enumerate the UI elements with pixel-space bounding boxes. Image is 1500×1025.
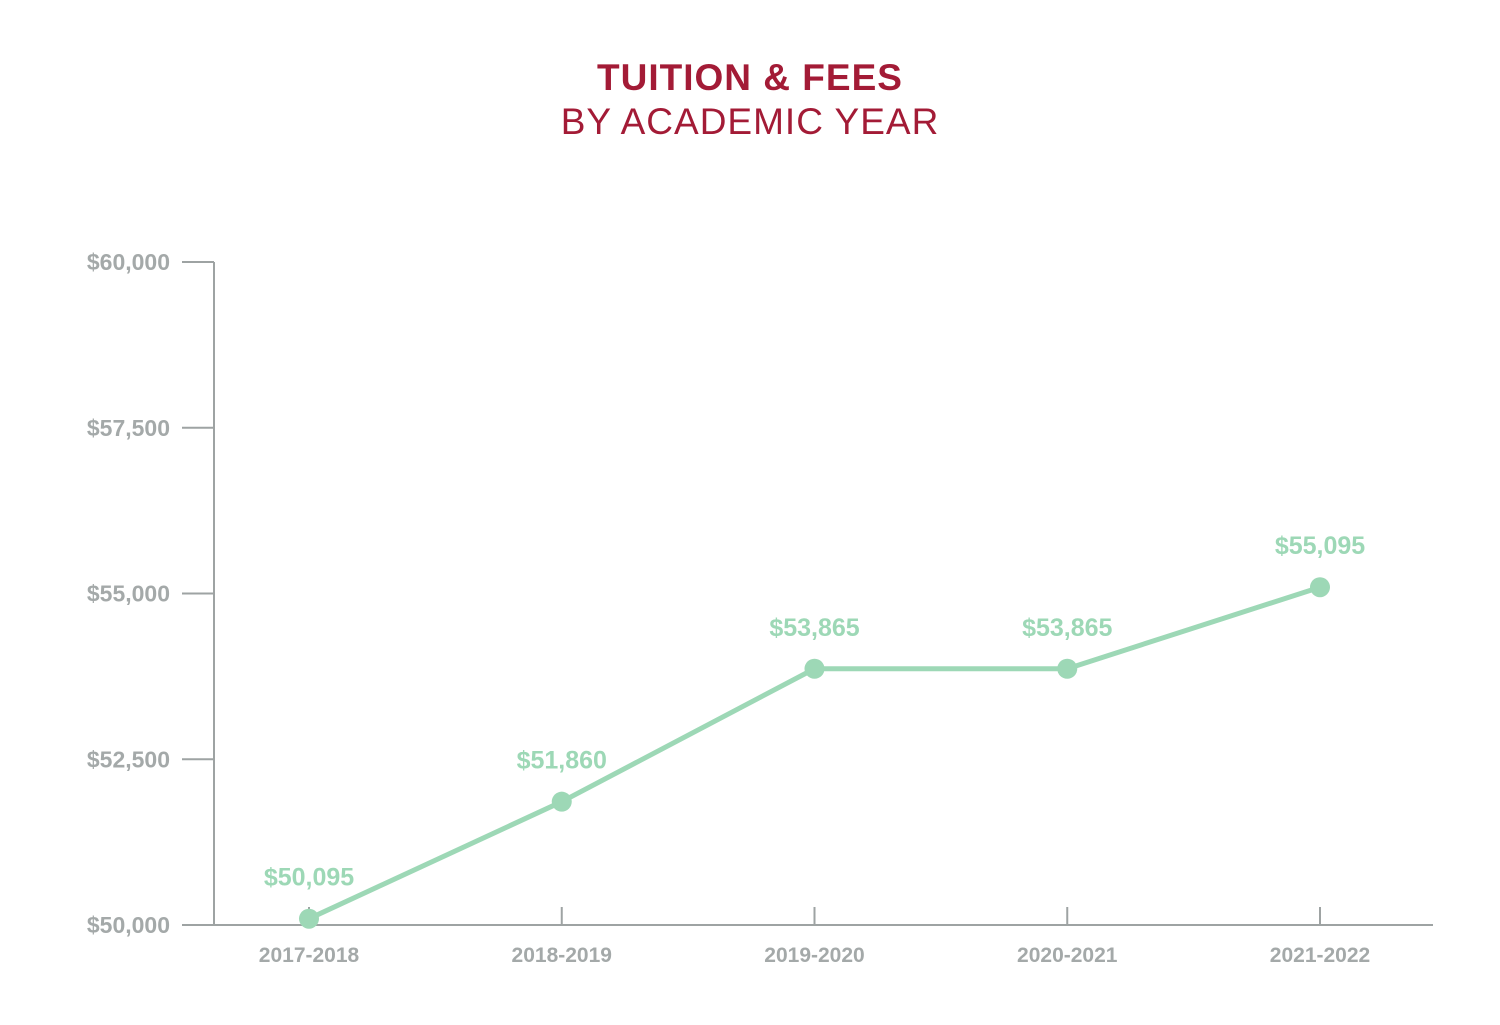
- chart-title: TUITION & FEES: [597, 57, 903, 98]
- x-tick-label: 2020-2021: [1017, 944, 1118, 967]
- y-axis-ticks: $50,000 $52,500 $55,000 $57,500 $60,000: [87, 249, 214, 938]
- chart-title-block: TUITION & FEES BY ACADEMIC YEAR: [0, 56, 1500, 144]
- y-tick-label: $55,000: [87, 581, 170, 607]
- data-label: $53,865: [769, 614, 859, 642]
- data-label: $53,865: [1022, 614, 1112, 642]
- data-label: $55,095: [1275, 532, 1365, 560]
- data-label: $50,095: [264, 864, 354, 892]
- chart-subtitle: BY ACADEMIC YEAR: [560, 101, 940, 142]
- x-tick-label: 2019-2020: [764, 944, 864, 967]
- series-tuition: [299, 577, 1330, 929]
- y-tick-label: $52,500: [87, 746, 170, 772]
- y-tick-label: $60,000: [87, 249, 170, 275]
- chart-axes: [213, 262, 1433, 926]
- x-tick-label: 2021-2022: [1270, 944, 1370, 967]
- data-point: [299, 908, 319, 929]
- x-axis-ticks: 2017-2018 2018-2019 2019-2020 2020-2021 2021…: [259, 907, 1370, 967]
- y-tick-label: $50,000: [87, 912, 170, 938]
- x-tick-label: 2017-2018: [259, 944, 360, 967]
- data-point: [804, 658, 825, 679]
- data-label: $51,860: [517, 747, 607, 775]
- data-labels: $50,095 $51,860 $53,865 $53,865 $55,095: [264, 532, 1365, 892]
- x-tick-label: 2018-2019: [512, 944, 612, 967]
- data-point: [1310, 577, 1330, 598]
- data-point: [1057, 658, 1078, 679]
- data-point: [551, 791, 572, 812]
- y-tick-label: $57,500: [87, 415, 170, 441]
